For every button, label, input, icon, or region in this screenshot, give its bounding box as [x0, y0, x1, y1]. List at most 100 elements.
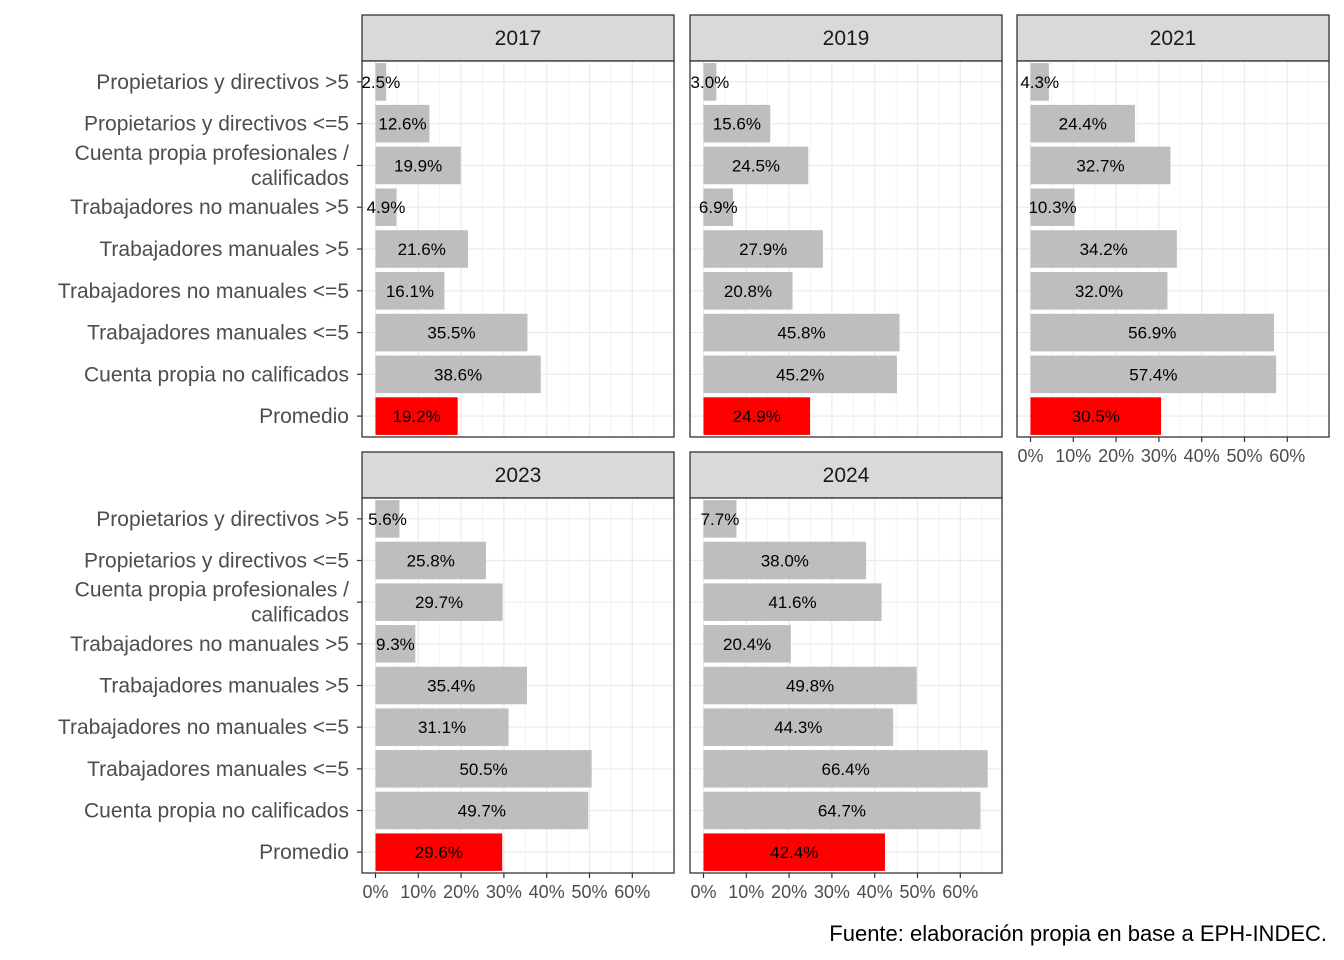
category-label-trabajadores-no-manuales-5: Trabajadores no manuales >5 — [70, 196, 349, 219]
panel-2019-value-label: 24.9% — [733, 407, 781, 426]
category-label-cuenta-propia-profesionales-calificados: Cuenta propia profesionales / calificados — [75, 142, 350, 190]
panel-2021-title: 2021 — [1150, 27, 1197, 50]
panel-2024-bar-cuenta-propia-profesionales-calificados — [703, 583, 882, 621]
category-label-cuenta-propia-profesionales-calificados: Cuenta propia profesionales / calificados — [75, 579, 350, 627]
panel-2023-value-label: 5.6% — [368, 510, 407, 529]
panel-2019-value-label: 15.6% — [713, 115, 761, 134]
panel-2019-bar-trabajadores-no-manuales-5 — [703, 271, 793, 310]
panel-2017-bar-trabajadores-manuales-5 — [375, 313, 528, 352]
panel-2023-value-label: 29.6% — [415, 843, 463, 862]
panel-2021-border — [1016, 60, 1330, 438]
panel-2019-bar-trabajadores-manuales-5 — [703, 313, 900, 352]
panel-2017-value-label: 12.6% — [378, 115, 426, 134]
panel-2024-bar-propietarios-y-directivos-5 — [703, 500, 737, 538]
panel-2019-value-label: 24.5% — [732, 156, 780, 175]
panel-2019-bar-propietarios-y-directivos-5 — [703, 63, 717, 101]
panel-2024-value-label: 42.4% — [770, 843, 818, 862]
panel-2019-value-label: 3.0% — [691, 73, 730, 92]
panel-2024-value-label: 44.3% — [774, 718, 822, 737]
panel-2017-value-label: 19.2% — [392, 407, 440, 426]
panel-2021-bar-cuenta-propia-profesionales-calificados — [1030, 146, 1171, 185]
panel-2021-value-label: 10.3% — [1028, 198, 1076, 217]
panel-2023-bar-trabajadores-no-manuales-5 — [375, 708, 509, 746]
panel-2023-strip — [361, 451, 675, 499]
panel-2021-value-label: 32.0% — [1075, 282, 1123, 301]
chart-caption: Fuente: elaboración propia en base a EPH… — [829, 921, 1327, 946]
category-label-trabajadores-manuales-5: Trabajadores manuales >5 — [99, 675, 349, 698]
category-label-trabajadores-no-manuales-5: Trabajadores no manuales >5 — [70, 633, 349, 656]
panel-2024-bar-propietarios-y-directivos-5 — [703, 541, 867, 580]
panel-2024-value-label: 49.8% — [786, 677, 834, 696]
panel-2023-bar-cuenta-propia-profesionales-calificados — [375, 583, 503, 621]
panel-2024-x-tick-label: 40% — [857, 882, 893, 902]
panel-2019-strip — [689, 14, 1003, 62]
panel-2023-x-tick-label: 50% — [571, 882, 607, 902]
panel-2017-bar-propietarios-y-directivos-5 — [375, 63, 387, 101]
panel-2021-bar-trabajadores-no-manuales-5 — [1030, 271, 1168, 310]
panel-2024-bar-trabajadores-no-manuales-5 — [703, 625, 791, 663]
panel-2021-bar-promedio — [1030, 397, 1162, 435]
panel-2021-value-label: 56.9% — [1128, 324, 1176, 343]
panel-2021-x-tick-label: 20% — [1098, 446, 1134, 466]
panel-2017-bar-trabajadores-manuales-5 — [375, 230, 468, 268]
category-label-trabajadores-manuales-5: Trabajadores manuales <=5 — [87, 322, 349, 345]
panel-2023-title: 2023 — [495, 464, 542, 487]
panel-2024-value-label: 38.0% — [761, 552, 809, 571]
panel-2019-value-label: 6.9% — [699, 198, 738, 217]
category-label-propietarios-y-directivos-5: Propietarios y directivos <=5 — [84, 113, 349, 136]
panel-2017-bar-propietarios-y-directivos-5 — [375, 104, 430, 143]
panel-2017-value-label: 35.5% — [427, 324, 475, 343]
panel-2019-bar-propietarios-y-directivos-5 — [703, 104, 771, 143]
panel-2017-strip — [361, 14, 675, 62]
panel-2021-x-tick-label: 0% — [1017, 446, 1043, 466]
panel-2024-bar-promedio — [703, 833, 885, 871]
panel-2021-x-tick-label: 30% — [1141, 446, 1177, 466]
panel-2023-value-label: 50.5% — [459, 760, 507, 779]
panel-2019-value-label: 20.8% — [724, 282, 772, 301]
panel-2024-value-label: 41.6% — [768, 593, 816, 612]
panel-2021-x-tick-label: 60% — [1269, 446, 1305, 466]
panel-2019-bar-trabajadores-no-manuales-5 — [703, 188, 734, 227]
panel-2021-value-label: 30.5% — [1072, 407, 1120, 426]
panel-2021-bar-trabajadores-no-manuales-5 — [1030, 188, 1075, 227]
panel-2017-value-label: 2.5% — [361, 73, 400, 92]
panel-2023-x-tick-label: 30% — [486, 882, 522, 902]
panel-2024-value-label: 7.7% — [701, 510, 740, 529]
panel-2023-x-tick-label: 40% — [529, 882, 565, 902]
panel-2024-bar-trabajadores-manuales-5 — [703, 666, 917, 705]
panel-2024-x-tick-label: 60% — [942, 882, 978, 902]
category-label-promedio: Promedio — [259, 841, 349, 864]
panel-2017-bar-trabajadores-no-manuales-5 — [375, 188, 397, 227]
panel-2024-x-tick-label: 20% — [771, 882, 807, 902]
panel-2017-bar-cuenta-propia-no-calificados — [375, 355, 541, 394]
panel-2019-value-label: 27.9% — [739, 240, 787, 259]
panel-2023-bar-trabajadores-manuales-5 — [375, 750, 592, 788]
panel-2021-bar-propietarios-y-directivos-5 — [1030, 63, 1049, 101]
panel-2023-value-label: 31.1% — [418, 718, 466, 737]
panel-2019-bar-trabajadores-manuales-5 — [703, 230, 823, 268]
panel-2024-bar-trabajadores-manuales-5 — [703, 750, 988, 788]
panel-2017-bar-trabajadores-no-manuales-5 — [375, 271, 445, 310]
panel-2021-value-label: 34.2% — [1080, 240, 1128, 259]
panel-2023-value-label: 25.8% — [407, 552, 455, 571]
panel-2024-value-label: 66.4% — [821, 760, 869, 779]
panel-2019-value-label: 45.8% — [777, 324, 825, 343]
panel-2024-value-label: 20.4% — [723, 635, 771, 654]
category-label-propietarios-y-directivos-5: Propietarios y directivos >5 — [96, 508, 349, 531]
panel-2023-bar-promedio — [375, 833, 503, 871]
panel-2024-strip — [689, 451, 1003, 499]
panel-2019-bar-cuenta-propia-profesionales-calificados — [703, 146, 809, 185]
category-label-promedio: Promedio — [259, 405, 349, 428]
category-label-propietarios-y-directivos-5: Propietarios y directivos >5 — [96, 71, 349, 94]
panel-2023-x-tick-label: 20% — [443, 882, 479, 902]
category-label-cuenta-propia-no-calificados: Cuenta propia no calificados — [84, 800, 349, 823]
panel-2024-x-tick-label: 50% — [899, 882, 935, 902]
panel-2019-bar-cuenta-propia-no-calificados — [703, 355, 897, 394]
category-label-trabajadores-no-manuales-5: Trabajadores no manuales <=5 — [58, 716, 349, 739]
panel-2021-value-label: 57.4% — [1129, 365, 1177, 384]
panel-2021-x-tick-label: 50% — [1226, 446, 1262, 466]
panel-2017-bar-promedio — [375, 397, 458, 435]
panel-2017-value-label: 19.9% — [394, 156, 442, 175]
panel-2023-x-tick-label: 0% — [362, 882, 388, 902]
